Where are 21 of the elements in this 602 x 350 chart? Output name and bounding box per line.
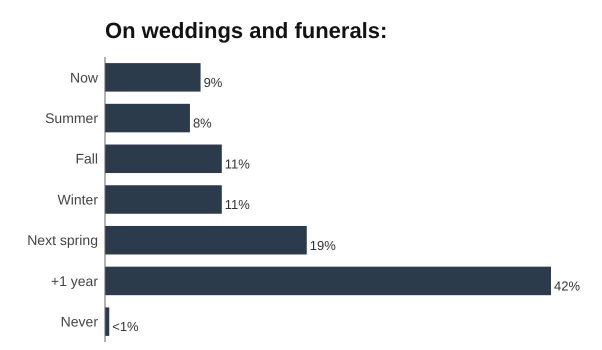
data-label: 42% [554,278,580,294]
bar [105,104,190,132]
bar [105,144,222,174]
data-label: <1% [112,319,140,334]
data-label: 11% [224,156,250,172]
bar [105,185,222,214]
y-tick-label: Next spring [27,232,98,248]
y-tick-label: Now [70,69,99,86]
y-tick-label: +1 year [50,272,98,289]
y-tick-label: Summer [45,110,98,126]
bar [105,226,307,254]
y-tick-label: Winter [58,191,98,208]
data-label: 11% [224,197,250,212]
y-tick-label: Never [60,314,98,330]
data-label: 9% [204,74,223,90]
bar [105,63,201,92]
bar [105,266,551,296]
y-tick-label: Fall [75,150,98,167]
data-label: 19% [310,238,336,253]
chart-title: On weddings and funerals: [105,18,388,43]
data-label: 8% [192,116,212,131]
